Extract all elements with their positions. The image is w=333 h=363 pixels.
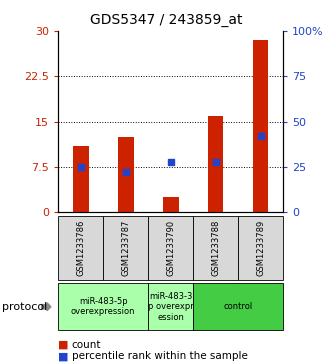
Text: miR-483-5p
overexpression: miR-483-5p overexpression bbox=[71, 297, 136, 317]
Text: control: control bbox=[223, 302, 253, 311]
Bar bbox=[253, 40, 268, 212]
Text: GSM1233790: GSM1233790 bbox=[166, 220, 175, 276]
Text: GDS5347 / 243859_at: GDS5347 / 243859_at bbox=[90, 13, 243, 27]
Text: GSM1233788: GSM1233788 bbox=[211, 220, 220, 276]
Bar bbox=[163, 197, 178, 212]
Text: GSM1233786: GSM1233786 bbox=[76, 220, 85, 276]
Text: GSM1233787: GSM1233787 bbox=[121, 220, 130, 276]
Text: count: count bbox=[72, 340, 101, 350]
Text: ■: ■ bbox=[58, 340, 69, 350]
Bar bbox=[73, 146, 89, 212]
Text: miR-483-3
p overexpr
ession: miR-483-3 p overexpr ession bbox=[148, 292, 193, 322]
Text: ■: ■ bbox=[58, 351, 69, 362]
Text: percentile rank within the sample: percentile rank within the sample bbox=[72, 351, 247, 362]
Text: protocol: protocol bbox=[2, 302, 47, 312]
Text: GSM1233789: GSM1233789 bbox=[256, 220, 265, 276]
Bar bbox=[118, 137, 134, 212]
Bar bbox=[208, 115, 223, 212]
